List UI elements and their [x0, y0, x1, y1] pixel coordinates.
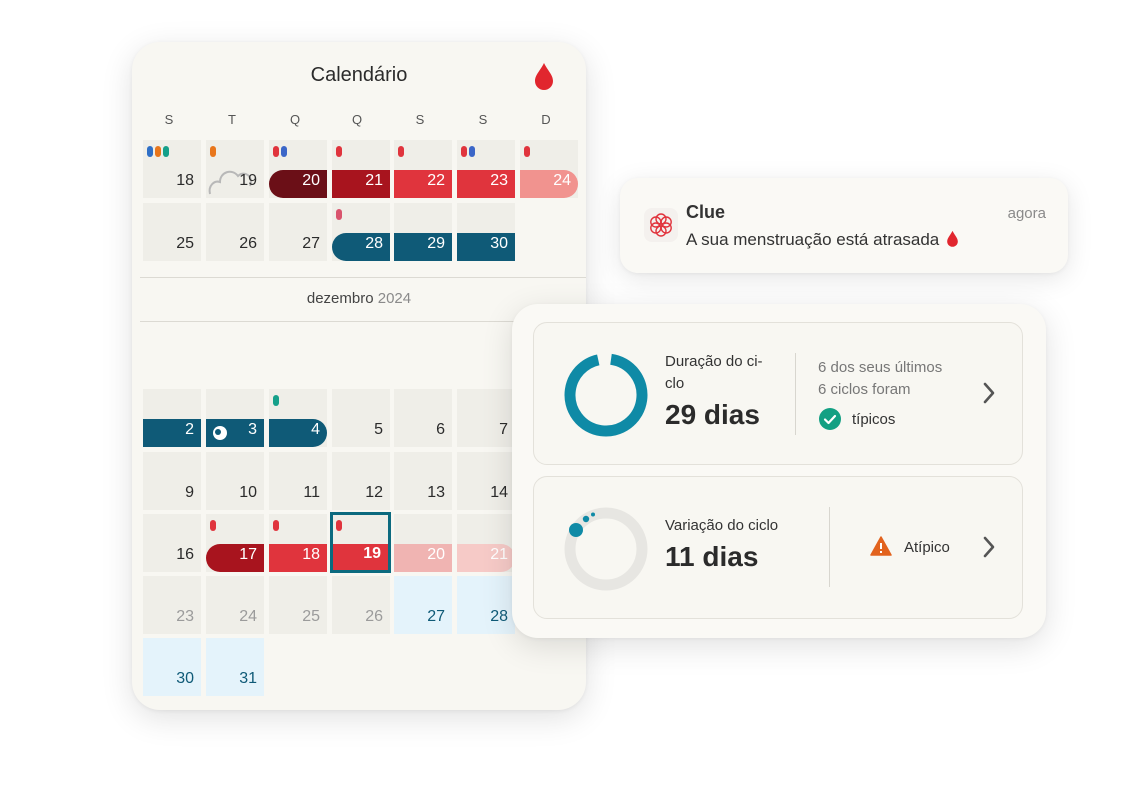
month-divider: [140, 277, 586, 278]
day-cell[interactable]: 9: [143, 452, 201, 510]
day-cell[interactable]: 24: [520, 140, 578, 198]
weekday-wed: Q: [266, 112, 324, 127]
day-cell[interactable]: 26: [332, 576, 390, 634]
weekday-thu: Q: [328, 112, 386, 127]
day-cell[interactable]: 17: [206, 514, 264, 572]
chevron-right-icon[interactable]: [982, 535, 996, 559]
day-cell[interactable]: 26: [206, 203, 264, 261]
day-cell[interactable]: 28: [332, 203, 390, 261]
notification-app-name: Clue: [686, 202, 725, 223]
tracking-marks: [273, 146, 287, 157]
notification-message: A sua menstruação está atrasada: [686, 230, 959, 250]
day-cell[interactable]: 18: [143, 140, 201, 198]
period-drop-icon[interactable]: [533, 62, 555, 90]
cycle-length-ring-icon: [562, 351, 650, 439]
tracking-marks: [336, 520, 342, 531]
separator: [795, 353, 796, 435]
day-cell[interactable]: 10: [206, 452, 264, 510]
tracking-marks: [273, 520, 279, 531]
separator: [829, 507, 830, 587]
check-circle-icon: [819, 408, 841, 430]
day-cell[interactable]: 16: [143, 514, 201, 572]
blood-drop-icon: [946, 230, 959, 247]
weekday-tue: T: [203, 112, 261, 127]
day-cell[interactable]: 5: [332, 389, 390, 447]
warning-icon: [870, 536, 892, 556]
tracking-marks: [524, 146, 530, 157]
cycle-length-card[interactable]: Duração do ci- clo 29 dias 6 dos seus úl…: [533, 322, 1023, 465]
weekday-fri: S: [391, 112, 449, 127]
weekday-mon: S: [140, 112, 198, 127]
clue-logo-icon: [644, 208, 678, 242]
day-cell[interactable]: 23: [457, 140, 515, 198]
day-cell[interactable]: 30: [143, 638, 201, 696]
day-cell[interactable]: 18: [269, 514, 327, 572]
tracking-marks: [273, 395, 279, 406]
day-cell[interactable]: 6: [394, 389, 452, 447]
weekday-sun: D: [517, 112, 575, 127]
calendar-title: Calendário: [132, 64, 586, 87]
day-cell[interactable]: 23: [143, 576, 201, 634]
day-cell[interactable]: 14: [457, 452, 515, 510]
day-cell[interactable]: 28: [457, 576, 515, 634]
day-cell[interactable]: 27: [269, 203, 327, 261]
cycle-length-label: Duração do ci- clo: [665, 351, 763, 395]
day-cell[interactable]: 2: [143, 389, 201, 447]
cycle-length-status: típicos: [852, 411, 895, 428]
day-cell[interactable]: 12: [332, 452, 390, 510]
day-cell[interactable]: 11: [269, 452, 327, 510]
cycle-variation-value: 11 dias: [665, 541, 758, 573]
day-cell[interactable]: 27: [394, 576, 452, 634]
day-cell[interactable]: 21: [457, 514, 515, 572]
cycle-variation-ring-icon: [562, 505, 650, 593]
day-cell[interactable]: 21: [332, 140, 390, 198]
day-cell[interactable]: 25: [269, 576, 327, 634]
day-cell[interactable]: 22: [394, 140, 452, 198]
day-cell[interactable]: 3: [206, 389, 264, 447]
tracking-marks: [398, 146, 404, 157]
day-cell[interactable]: 24: [206, 576, 264, 634]
day-cell-selected[interactable]: 19: [330, 512, 391, 573]
notification-time: agora: [1008, 205, 1046, 222]
tracking-marks: [147, 146, 169, 157]
chevron-right-icon[interactable]: [982, 381, 996, 405]
day-cell[interactable]: 13: [394, 452, 452, 510]
day-cell[interactable]: 20: [269, 140, 327, 198]
tracking-marks: [461, 146, 475, 157]
day-cell[interactable]: 31: [206, 638, 264, 696]
cycle-stats-panel: Duração do ci- clo 29 dias 6 dos seus úl…: [512, 304, 1046, 638]
cycle-variation-status: Atípico: [904, 539, 950, 556]
day-cell[interactable]: 25: [143, 203, 201, 261]
day-cell[interactable]: 7: [457, 389, 515, 447]
day-cell[interactable]: 29: [394, 203, 452, 261]
cycle-variation-card[interactable]: Variação do ciclo 11 dias Atípico: [533, 476, 1023, 619]
cycle-length-value: 29 dias: [665, 399, 760, 431]
day-cell[interactable]: 20: [394, 514, 452, 572]
tracking-marks: [336, 209, 342, 220]
weekday-sat: S: [454, 112, 512, 127]
ovulation-icon: [212, 425, 228, 441]
cycle-length-note: 6 dos seus últimos 6 ciclos foram: [818, 357, 942, 401]
day-cell[interactable]: 19: [206, 140, 264, 198]
day-cell[interactable]: 30: [457, 203, 515, 261]
month-label: dezembro 2024: [132, 290, 586, 307]
cycle-variation-label: Variação do ciclo: [665, 515, 778, 537]
tracking-marks: [210, 520, 216, 531]
day-cell[interactable]: 4: [269, 389, 327, 447]
notification-card[interactable]: Clue agora A sua menstruação está atrasa…: [620, 178, 1068, 273]
tracking-marks: [336, 146, 342, 157]
